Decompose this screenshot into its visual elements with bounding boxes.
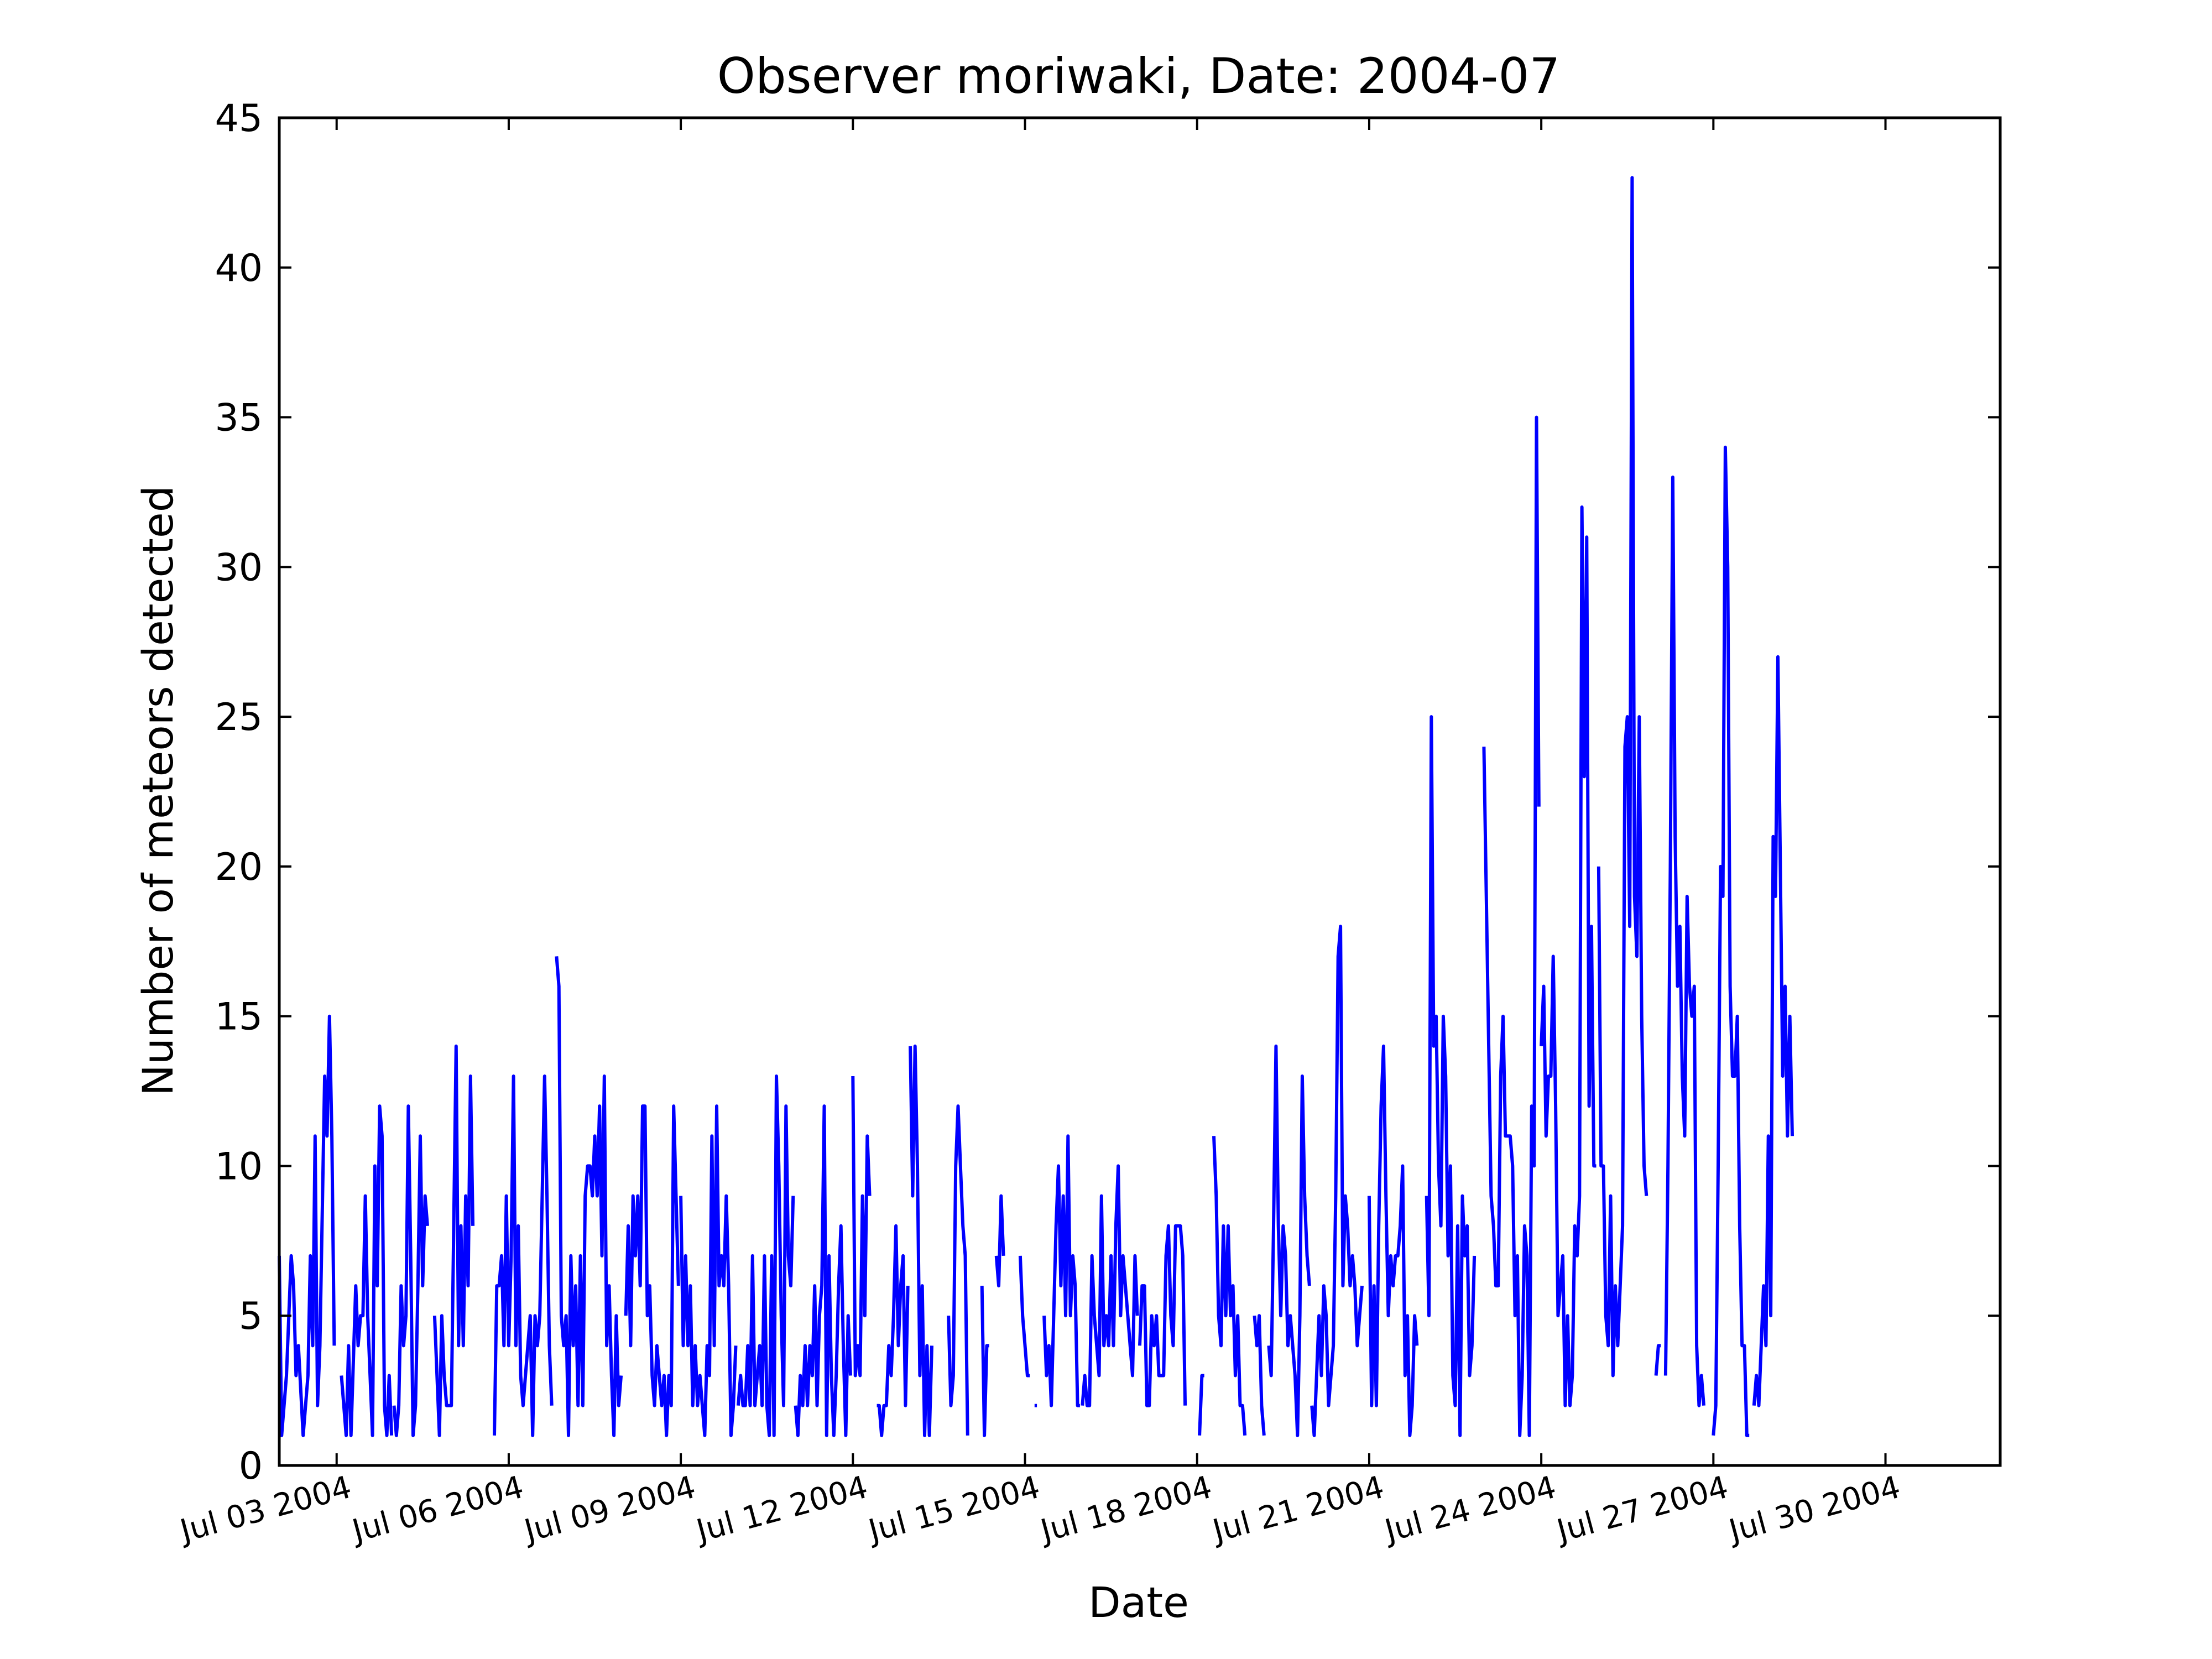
series-line-segment xyxy=(624,1104,680,1437)
y-tick-label: 40 xyxy=(215,247,263,290)
y-tick-label: 10 xyxy=(215,1145,263,1188)
series-line-segment xyxy=(1540,505,1597,1407)
plot-frame xyxy=(278,116,2002,1467)
series-line-segment xyxy=(994,1194,1005,1288)
series-line-segment xyxy=(1712,445,1750,1437)
y-tick-label: 45 xyxy=(215,97,263,140)
series-line-segment xyxy=(555,956,623,1437)
y-axis-label: Number of meteors detected xyxy=(133,486,182,1096)
series-line-segment xyxy=(1253,1314,1266,1436)
series-line-segment xyxy=(851,1076,872,1378)
series-line-segment xyxy=(1310,925,1364,1437)
series-layer xyxy=(278,176,1794,1437)
series-line-segment xyxy=(1752,655,1794,1407)
series-line-segment xyxy=(947,1104,969,1436)
series-line-segment xyxy=(340,1104,394,1437)
series-line-segment xyxy=(278,1014,336,1437)
y-tick-label: 25 xyxy=(215,696,263,739)
series-line-segment xyxy=(679,1104,738,1437)
y-tick-label: 5 xyxy=(239,1295,263,1338)
series-line-segment xyxy=(1663,475,1705,1407)
series-line-segment xyxy=(1654,1344,1661,1376)
series-line-segment xyxy=(1425,715,1477,1437)
series-line-segment xyxy=(1267,1044,1311,1437)
series-line-segment xyxy=(1212,1136,1247,1436)
series-line-segment xyxy=(1138,1224,1187,1407)
y-tick-label: 20 xyxy=(215,846,263,889)
series-line-segment xyxy=(1482,415,1541,1437)
chart-title: Observer moriwaki, Date: 2004-07 xyxy=(717,48,1561,105)
series-line-segment xyxy=(1042,1134,1080,1407)
y-tick-label: 0 xyxy=(239,1444,263,1488)
series-line-segment xyxy=(1081,1164,1139,1407)
y-tick-label: 30 xyxy=(215,546,263,589)
series-line-segment xyxy=(794,1104,852,1437)
x-axis-label: Date xyxy=(1088,1578,1189,1627)
series-line-segment xyxy=(493,1074,554,1437)
series-line-segment xyxy=(980,1286,989,1437)
y-tick-label: 35 xyxy=(215,397,263,440)
series-line-segment xyxy=(1597,176,1648,1378)
series-line-segment xyxy=(1018,1255,1030,1378)
series-line-segment xyxy=(736,1074,795,1437)
series-line-segment xyxy=(877,1224,910,1437)
series-line-segment xyxy=(1198,1374,1204,1436)
y-axis: 0 5 10 15 20 25 30 35 40 45 xyxy=(215,97,2000,1488)
y-tick-label: 15 xyxy=(215,995,263,1039)
series-line-segment xyxy=(909,1044,933,1437)
series-line-segment xyxy=(392,1104,429,1437)
series-line-segment xyxy=(1367,1044,1419,1437)
series-line-segment xyxy=(432,1044,475,1437)
